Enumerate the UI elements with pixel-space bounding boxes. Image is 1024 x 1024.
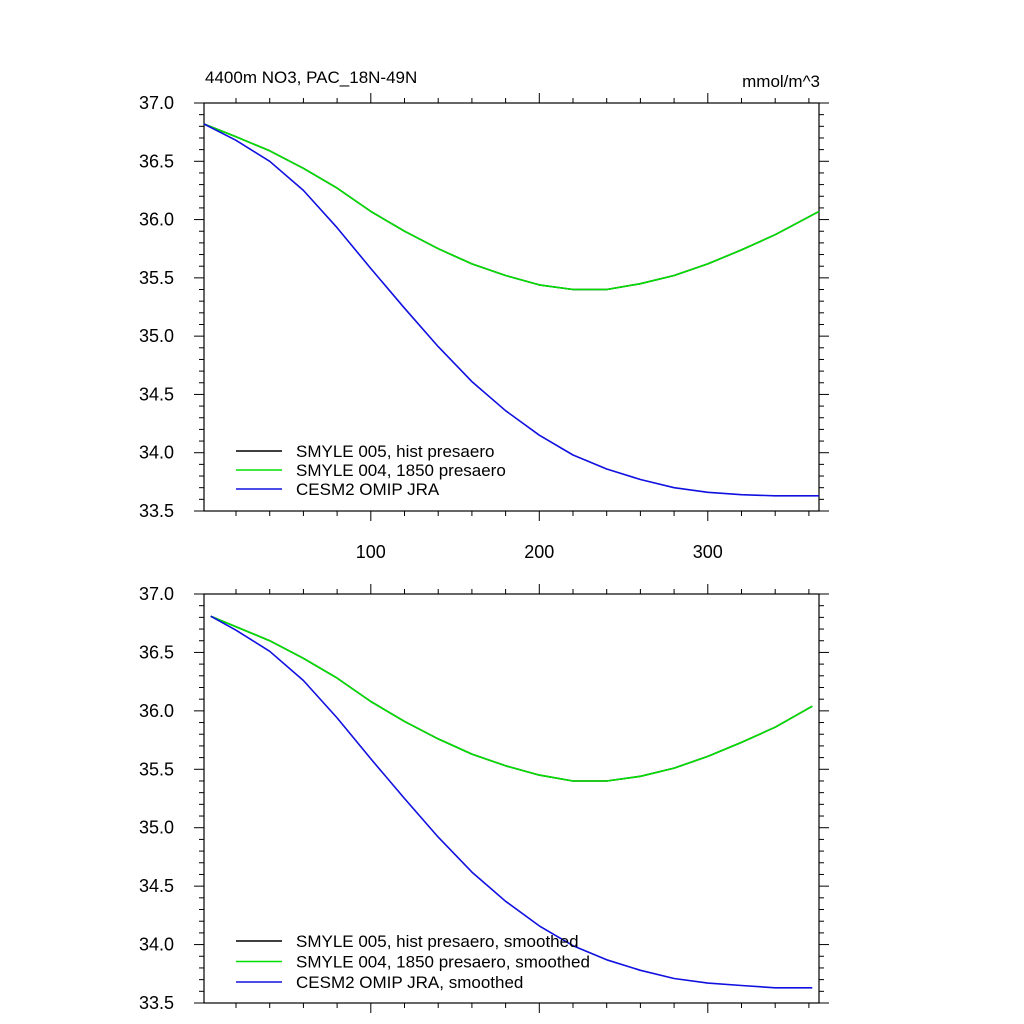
y-tick-label: 36.0: [139, 210, 174, 230]
series-line: [210, 615, 813, 782]
y-tick-label: 34.0: [139, 935, 174, 955]
legend-label: SMYLE 004, 1850 presaero: [296, 461, 506, 480]
y-tick-label: 35.5: [139, 268, 174, 288]
chart-title: 4400m NO3, PAC_18N-49N: [205, 68, 417, 87]
y-tick-label: 36.5: [139, 642, 174, 662]
units-label: mmol/m^3: [742, 72, 820, 91]
bottom-panel: 33.5 34.0 34.5 35.0 35.5 36.0 36.5 37.0 SMYLE 00…: [139, 584, 829, 1013]
y-tick-label: 35.5: [139, 759, 174, 779]
legend-label: CESM2 OMIP JRA, smoothed: [296, 973, 523, 992]
plot-frame: [203, 593, 820, 1004]
x-tick-label: 200: [524, 542, 554, 562]
series-line: [203, 123, 820, 291]
y-tick-label: 33.5: [139, 501, 174, 521]
series-line: [210, 615, 813, 782]
series-line: [203, 123, 819, 497]
y-tick-label: 37.0: [139, 93, 174, 113]
y-tick-label: 34.5: [139, 384, 174, 404]
y-tick-label: 37.0: [139, 584, 174, 604]
y-tick-label: 36.0: [139, 701, 174, 721]
y-tick-label: 36.5: [139, 151, 174, 171]
x-tick-label: 300: [693, 542, 723, 562]
legend-label: SMYLE 005, hist presaero, smoothed: [296, 932, 579, 951]
x-tick-label: 100: [356, 542, 386, 562]
top-panel: 33.5 34.0 34.5 35.0 35.5 36.0 36.5 37.0 100 200 30…: [139, 93, 829, 562]
y-tick-label: 35.0: [139, 818, 174, 838]
legend-label: SMYLE 004, 1850 presaero, smoothed: [296, 953, 590, 972]
y-tick-label: 33.5: [139, 993, 174, 1013]
series-line: [210, 615, 813, 989]
legend-label: SMYLE 005, hist presaero: [296, 442, 494, 461]
y-tick-label: 34.5: [139, 876, 174, 896]
y-tick-label: 34.0: [139, 443, 174, 463]
y-tick-label: 35.0: [139, 326, 174, 346]
plot-frame: [203, 102, 820, 512]
series-line: [203, 123, 820, 291]
legend-label: CESM2 OMIP JRA: [296, 480, 440, 499]
